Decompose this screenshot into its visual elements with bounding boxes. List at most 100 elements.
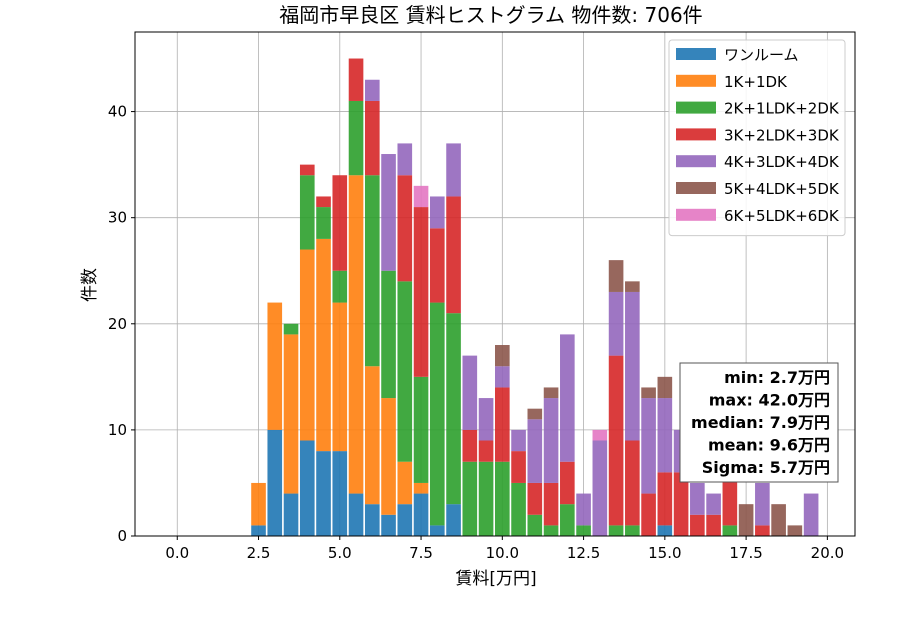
bar [560,504,575,536]
bar [478,398,494,441]
bar [251,525,266,536]
bar [397,143,413,176]
bar [543,525,559,536]
legend-swatch [676,155,716,168]
bar [413,185,429,208]
bar [592,429,608,441]
bar [560,334,575,462]
x-axis-label: 賃料[万円] [455,569,536,589]
bar [316,207,331,239]
bar [413,207,429,377]
legend-label: 6K+5LDK+6DK [724,207,840,225]
bar [397,281,413,462]
bar [348,175,364,494]
bar [527,419,543,483]
bar [283,334,299,494]
bar [641,493,656,536]
y-tick-label: 20 [108,315,127,333]
bar [381,398,396,515]
x-tick-label: 7.5 [409,544,433,562]
bar [511,429,526,452]
bar [316,451,331,536]
bar [251,482,266,526]
bar [576,525,591,536]
bar [738,504,754,536]
bar [657,525,673,536]
bar [348,58,364,101]
bar [413,493,429,536]
stats-line: median: 7.9万円 [691,413,830,432]
bar [364,504,380,536]
bar [527,482,543,515]
bar [332,270,348,303]
bar [657,398,673,473]
bar [576,493,591,526]
stats-box [679,362,839,483]
bar [364,100,380,176]
stats-annotation: min: 2.7万円 max: 42.0万円 median: 7.9万円 mean: … [679,362,839,483]
legend-label: ワンルーム [724,46,799,64]
legend-label: 2K+1LDK+2DK [724,100,840,118]
bar [283,323,299,335]
x-tick-label: 2.5 [247,544,271,562]
bar [348,100,364,176]
x-tick-label: 5.0 [328,544,352,562]
bar [299,164,315,176]
bar [690,482,705,515]
bar [462,355,478,430]
bar [625,291,640,441]
bar [446,313,461,505]
bar [592,440,608,536]
bar [706,493,721,515]
plot-frame [134,31,856,537]
bar [803,493,819,536]
bar [462,429,478,462]
bar [543,387,559,399]
bar [625,440,640,526]
legend-label: 4K+3LDK+4DK [724,153,840,171]
bar [397,461,413,505]
bar [332,451,348,536]
x-tick-label: 12.5 [567,544,600,562]
bar [429,302,445,526]
bar [560,461,575,505]
bar [657,472,673,526]
bar [446,196,461,314]
y-tick-label: 0 [117,527,127,545]
bar [657,376,673,399]
bar [543,398,559,483]
bar [429,525,445,536]
bar [332,302,348,452]
y-tick-label: 10 [108,421,127,439]
bar [543,482,559,526]
y-axis-ticks: 0 10 20 30 40 [108,103,135,545]
stats-line: Sigma: 5.7万円 [702,458,830,477]
bar [364,79,380,101]
bar [299,440,315,536]
bar [511,451,526,483]
bar [478,461,494,536]
stats-line: mean: 9.6万円 [708,436,830,455]
bar [511,482,526,536]
bar [429,228,445,303]
bar [608,260,624,292]
bar [446,504,461,536]
bar [316,196,331,208]
legend-swatch [676,128,716,141]
bar [381,514,396,536]
bar [608,525,624,536]
x-tick-label: 0.0 [165,544,189,562]
bar [755,525,770,536]
y-tick-label: 30 [108,209,127,227]
stats-line: min: 2.7万円 [724,368,830,387]
bar [722,525,738,536]
bar [478,440,494,462]
legend-swatch [676,74,716,87]
bar [722,472,738,526]
bar [299,175,315,250]
bar [673,472,689,536]
bar [332,175,348,271]
x-tick-label: 20.0 [811,544,844,562]
bar [462,461,478,536]
bar [429,196,445,229]
